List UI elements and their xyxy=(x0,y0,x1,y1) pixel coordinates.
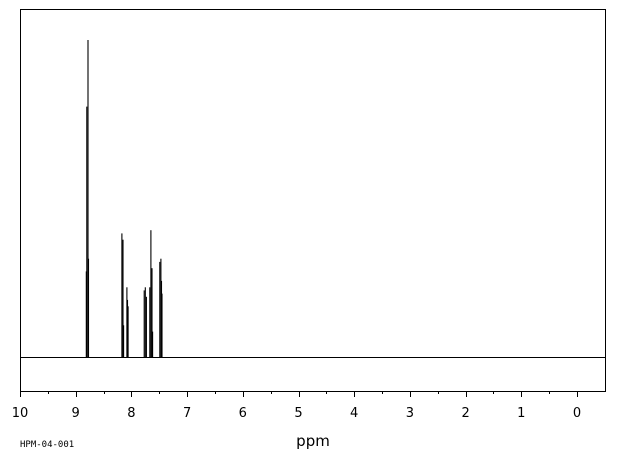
x-tick-label: 2 xyxy=(461,406,469,421)
x-tick-label: 4 xyxy=(350,406,358,421)
plot-frame xyxy=(20,9,606,392)
x-tick-label: 1 xyxy=(517,406,525,421)
x-tick-label: 10 xyxy=(12,406,29,421)
x-tick-label: 9 xyxy=(72,406,80,421)
x-tick-label: 6 xyxy=(239,406,247,421)
x-axis-title: ppm xyxy=(296,432,330,450)
spectrum-code-label: HPM-04-001 xyxy=(20,440,74,450)
spectrum-peaks xyxy=(85,40,163,357)
x-tick-label: 5 xyxy=(294,406,302,421)
x-tick-label: 0 xyxy=(573,406,581,421)
x-tick-label: 3 xyxy=(406,406,414,421)
x-tick-label: 7 xyxy=(183,406,191,421)
x-axis: 10 9 8 7 6 5 4 3 2 1 0 xyxy=(12,391,581,421)
x-tick-label: 8 xyxy=(127,406,135,421)
